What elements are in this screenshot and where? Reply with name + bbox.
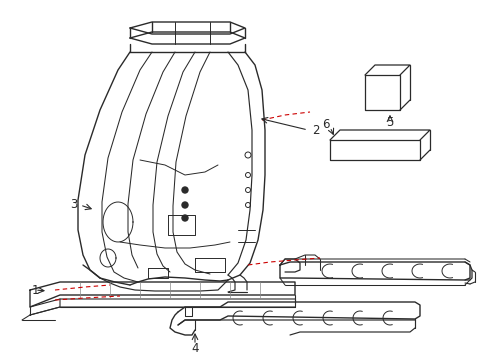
Circle shape [182, 202, 187, 208]
Text: 6: 6 [322, 118, 329, 131]
Text: 5: 5 [386, 116, 393, 129]
Circle shape [182, 187, 187, 193]
Text: 4: 4 [191, 342, 198, 355]
Text: 1: 1 [31, 284, 39, 297]
Text: 3: 3 [70, 198, 78, 211]
Text: 2: 2 [311, 123, 319, 136]
Circle shape [182, 215, 187, 221]
